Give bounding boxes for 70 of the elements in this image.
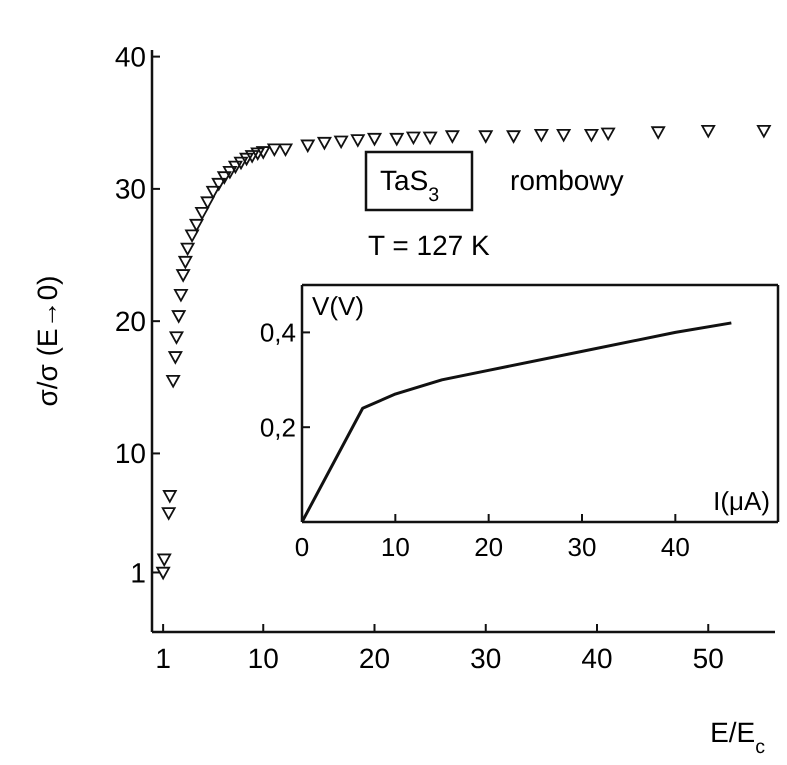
point — [756, 124, 771, 138]
x-tick-label: 30 — [568, 532, 596, 562]
point — [245, 150, 260, 163]
point — [206, 186, 220, 198]
point — [278, 144, 292, 156]
point — [318, 136, 332, 150]
point — [178, 256, 192, 269]
point — [162, 490, 177, 503]
point — [190, 218, 204, 232]
y-tick-label: 30 — [114, 174, 146, 205]
point — [701, 124, 716, 138]
x-tick-label: 0 — [294, 532, 310, 562]
x-tick-label: 20 — [474, 532, 504, 562]
point — [250, 147, 265, 160]
point — [156, 566, 170, 580]
point — [212, 178, 226, 190]
point — [556, 128, 571, 142]
x-tick-label: 1 — [155, 643, 171, 674]
point — [478, 130, 493, 143]
annotation: TaS$_{3}$ — [380, 165, 440, 206]
point — [390, 132, 404, 146]
x-tick-label: 40 — [660, 532, 690, 562]
x-tick-label: 30 — [470, 643, 502, 674]
point — [240, 152, 254, 166]
point — [195, 206, 209, 220]
point — [200, 196, 215, 210]
point — [256, 146, 270, 159]
point — [157, 554, 172, 566]
point — [534, 128, 548, 142]
x-axis-title: E/E$_{c}$ — [710, 717, 766, 758]
point — [368, 132, 382, 146]
point — [506, 130, 520, 143]
annotation: rombowy — [510, 165, 624, 196]
point — [162, 507, 176, 520]
point — [584, 128, 598, 142]
point — [601, 128, 616, 140]
y-tick-label: 0,4 — [260, 318, 296, 348]
point — [445, 130, 460, 143]
annotation: T = 127 K — [368, 230, 490, 261]
point — [172, 310, 186, 323]
point — [166, 374, 180, 388]
point — [300, 140, 315, 152]
point — [406, 132, 420, 144]
point — [334, 136, 348, 148]
point — [222, 166, 237, 179]
point — [168, 351, 182, 364]
y-tick-label: 20 — [114, 306, 146, 337]
y-tick-label: 0,2 — [260, 412, 296, 442]
point — [228, 160, 242, 174]
point — [423, 132, 438, 144]
point — [185, 229, 199, 242]
point — [651, 126, 666, 139]
y-axis-title: V(V) — [312, 291, 364, 321]
x-tick-label: 40 — [581, 643, 613, 674]
point — [217, 171, 232, 184]
point — [174, 289, 188, 302]
point — [234, 156, 248, 170]
x-tick-label: 20 — [358, 643, 390, 674]
y-axis-title: σ/σ (E→0) — [32, 275, 63, 407]
y-tick-label: 10 — [114, 438, 146, 470]
x-axis-title: I(μA) — [713, 486, 770, 516]
y-tick-label: 40 — [114, 41, 146, 72]
point — [180, 242, 194, 256]
point — [176, 269, 190, 282]
x-tick-label: 50 — [692, 643, 724, 674]
point — [267, 144, 282, 156]
x-tick-label: 10 — [380, 532, 410, 562]
point — [350, 134, 365, 147]
y-tick-label: 1 — [130, 557, 146, 588]
point — [170, 331, 184, 344]
